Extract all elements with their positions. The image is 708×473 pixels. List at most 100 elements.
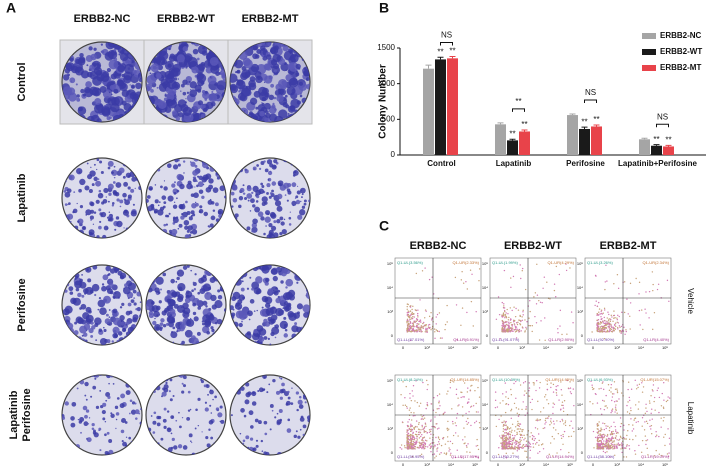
event <box>508 329 509 330</box>
colony <box>199 189 204 194</box>
event <box>467 424 468 425</box>
colony <box>149 313 154 318</box>
colony <box>269 196 272 199</box>
event <box>520 434 521 435</box>
colony <box>255 276 262 283</box>
colony <box>235 231 238 234</box>
event <box>525 327 526 328</box>
event <box>529 311 530 312</box>
event <box>407 445 408 446</box>
event <box>435 437 436 438</box>
colony <box>187 230 190 233</box>
colony <box>99 307 107 315</box>
colony <box>300 93 302 95</box>
colony <box>238 167 240 169</box>
event <box>429 444 430 445</box>
event <box>532 331 533 332</box>
event <box>506 321 507 322</box>
colony <box>103 199 108 204</box>
event <box>573 405 574 406</box>
colony <box>179 184 184 189</box>
colony <box>300 417 305 422</box>
event <box>610 391 611 392</box>
event <box>445 443 446 444</box>
event <box>462 406 463 407</box>
event <box>439 312 440 313</box>
colony <box>231 296 236 301</box>
y-tick-label: 10³ <box>577 426 583 431</box>
event <box>597 322 598 323</box>
colony <box>264 421 268 425</box>
event <box>421 434 422 435</box>
colony <box>209 420 214 425</box>
event <box>455 277 456 278</box>
event <box>504 311 505 312</box>
colony <box>69 379 74 384</box>
colony <box>86 64 88 66</box>
event <box>612 448 613 449</box>
colony <box>94 211 97 214</box>
event <box>600 388 601 389</box>
event <box>505 396 506 397</box>
colony <box>79 417 84 422</box>
x-tick-label: 0 <box>592 345 595 350</box>
colony <box>199 288 205 294</box>
colony <box>291 158 294 161</box>
colony <box>220 157 226 163</box>
error-bar <box>654 145 660 146</box>
event <box>568 388 569 389</box>
colony <box>273 290 274 291</box>
event <box>526 451 527 452</box>
colony <box>287 200 289 202</box>
event <box>407 312 408 313</box>
event <box>560 435 561 436</box>
y-tick-label: 10³ <box>387 426 393 431</box>
comparison-bracket <box>585 100 597 103</box>
colony <box>251 192 253 194</box>
colony <box>270 428 272 430</box>
colony <box>99 328 102 331</box>
event <box>478 280 479 281</box>
event <box>521 409 522 410</box>
colony <box>268 179 270 181</box>
event <box>436 323 437 324</box>
colony <box>180 322 182 324</box>
colony <box>300 272 301 273</box>
colony <box>304 280 310 286</box>
colony <box>116 216 119 219</box>
event <box>608 320 609 321</box>
colony <box>123 210 129 216</box>
event <box>604 308 605 309</box>
event <box>478 449 479 450</box>
colony <box>270 192 272 194</box>
event <box>627 411 628 412</box>
colony <box>81 319 86 324</box>
colony <box>168 299 176 307</box>
event <box>632 424 633 425</box>
colony <box>237 335 244 342</box>
colony <box>303 424 307 428</box>
event <box>446 393 447 394</box>
colony <box>243 192 245 194</box>
event <box>409 446 410 447</box>
event <box>416 323 417 324</box>
event <box>465 281 466 282</box>
event <box>423 322 424 323</box>
x-tick-label: 0 <box>497 462 500 467</box>
event <box>520 428 521 429</box>
event <box>618 322 619 323</box>
event <box>651 433 652 434</box>
colony <box>211 91 213 93</box>
event <box>439 439 440 440</box>
event <box>503 428 504 429</box>
event <box>613 445 614 446</box>
event <box>476 439 477 440</box>
colony <box>65 223 71 229</box>
event <box>513 276 514 277</box>
colony <box>286 69 288 71</box>
event <box>429 432 430 433</box>
colony <box>75 273 80 278</box>
event <box>560 421 561 422</box>
colony <box>146 165 150 169</box>
event <box>422 437 423 438</box>
